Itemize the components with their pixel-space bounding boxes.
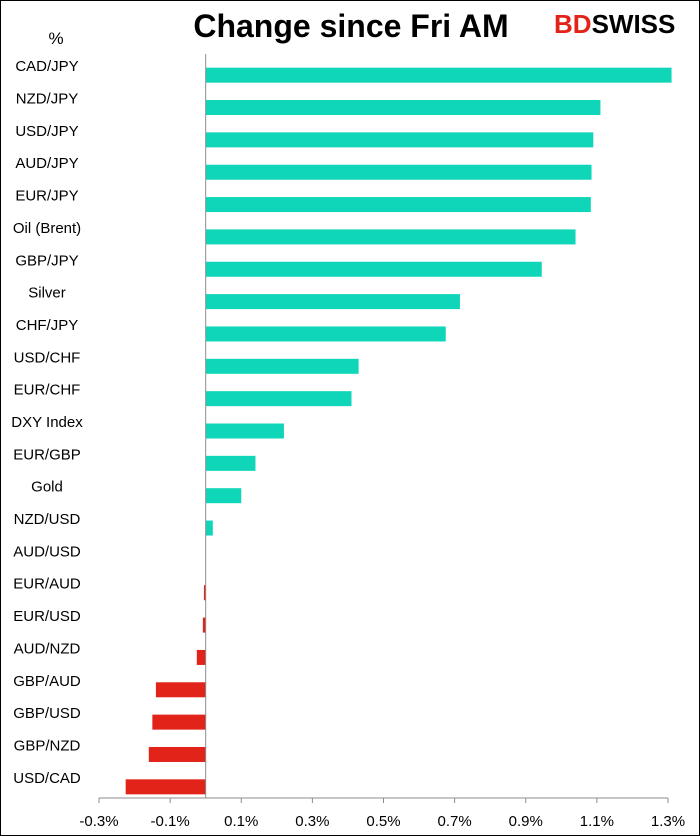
category-label: USD/JPY <box>15 123 78 140</box>
category-label: EUR/AUD <box>13 576 81 593</box>
category-label: USD/CAD <box>13 770 81 787</box>
bar <box>205 358 359 374</box>
bars <box>125 67 672 795</box>
bar <box>205 67 672 83</box>
category-label: EUR/USD <box>13 608 81 625</box>
category-label: USD/CHF <box>14 349 81 366</box>
category-label: GBP/USD <box>13 705 81 722</box>
logo-swiss: SWISS <box>592 9 676 39</box>
unit-label: % <box>48 29 63 48</box>
category-label: GBP/NZD <box>14 737 81 754</box>
category-label: Gold <box>31 479 63 496</box>
category-label: CHF/JPY <box>16 317 79 334</box>
category-label: EUR/JPY <box>15 188 78 205</box>
brand-logo: BDSWISS <box>554 9 675 39</box>
x-tick-label: 0.3% <box>295 813 329 830</box>
bar <box>205 326 446 342</box>
category-label: EUR/GBP <box>13 446 81 463</box>
category-label: GBP/AUD <box>13 673 81 690</box>
bar <box>205 391 352 407</box>
bar <box>203 585 206 601</box>
bar <box>148 746 206 762</box>
category-label: EUR/CHF <box>14 382 81 399</box>
bar <box>205 488 242 504</box>
x-tick-label: -0.3% <box>79 813 118 830</box>
bar <box>205 164 592 180</box>
category-label: Oil (Brent) <box>13 220 81 237</box>
svg-text:BDSWISS: BDSWISS <box>554 9 675 39</box>
bar <box>205 100 601 116</box>
category-label: AUD/USD <box>13 543 81 560</box>
logo-bd: BD <box>554 9 592 39</box>
category-label: DXY Index <box>11 414 83 431</box>
x-tick-label: 0.9% <box>509 813 543 830</box>
category-label: GBP/JPY <box>15 252 78 269</box>
x-tick-label: 0.7% <box>438 813 472 830</box>
chart-title: Change since Fri AM <box>193 8 508 44</box>
x-tick-label: 0.1% <box>224 813 258 830</box>
x-tick-label: 1.1% <box>580 813 614 830</box>
bar <box>205 294 460 310</box>
bar <box>205 423 284 439</box>
category-label: NZD/USD <box>14 511 81 528</box>
bar <box>155 682 206 698</box>
x-axis: -0.3% -0.1% 0.1% 0.3% 0.5% 0.7% 0.9% 1.1% 1.3% <box>79 54 685 830</box>
category-label: AUD/JPY <box>15 155 78 172</box>
category-label: CAD/JPY <box>15 58 78 75</box>
bar <box>205 197 591 213</box>
bar <box>205 455 256 471</box>
bar <box>205 261 542 277</box>
x-tick-label: -0.1% <box>151 813 190 830</box>
category-label: Silver <box>28 285 66 302</box>
bar <box>196 649 206 665</box>
x-tick-label: 0.5% <box>366 813 400 830</box>
category-label: AUD/NZD <box>14 640 81 657</box>
bar <box>152 714 206 730</box>
category-label: NZD/JPY <box>16 91 79 108</box>
bar <box>205 520 213 536</box>
category-labels: CAD/JPY NZD/JPY USD/JPY AUD/JPY EUR/JPY Oil (… <box>11 58 83 787</box>
bar <box>202 617 206 633</box>
x-tick-label: 1.3% <box>651 813 685 830</box>
bar <box>205 229 576 245</box>
bar <box>125 779 206 795</box>
bar <box>205 132 594 148</box>
